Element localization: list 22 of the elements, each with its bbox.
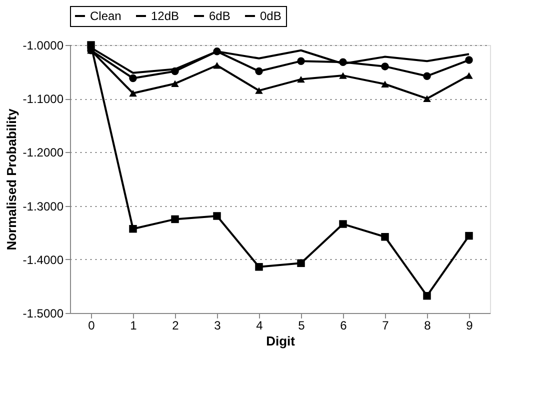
y-tick-label: -1.4000 [22,252,64,267]
x-axis-title: Digit [266,334,296,348]
y-tick-label: -1.3000 [22,199,64,214]
x-tick-label: 6 [340,318,348,332]
y-tick-label: -1.2000 [22,146,64,160]
legend-label: 6dB [209,9,230,23]
y-tick-label: -1.0000 [22,38,64,52]
x-tick-label: 0 [88,318,96,332]
legend-label: 12dB [151,9,180,23]
x-tick-label: 4 [256,318,264,332]
y-axis-title: Normalised Probability [4,108,19,250]
x-tick-label: 8 [424,318,432,332]
x-tick-label: 2 [172,318,180,332]
x-tick-label: 1 [130,318,138,332]
x-tick-label: 7 [382,318,390,332]
y-tick-label: -1.5000 [22,306,64,320]
y-tick-label: -1.1000 [22,92,64,106]
legend-label: 0dB [260,9,282,23]
x-tick-label: 3 [214,318,222,332]
x-tick-label: 9 [466,318,474,332]
legend-label: Clean [90,9,122,23]
x-tick-label: 5 [298,318,306,332]
